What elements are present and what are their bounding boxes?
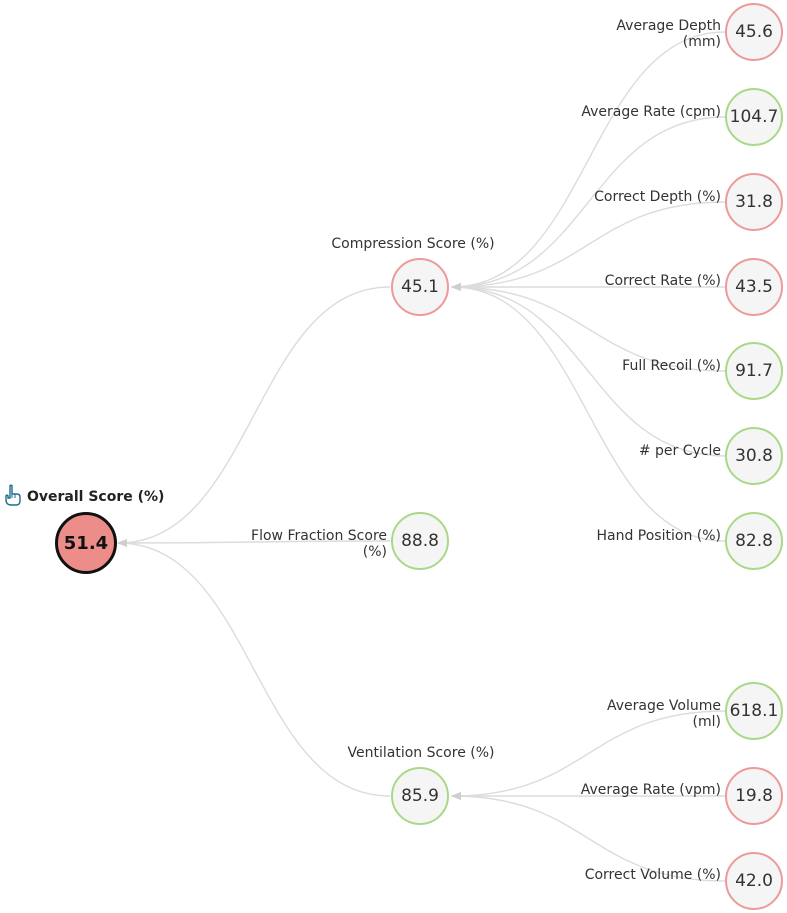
per-cycle-label: # per Cycle <box>638 443 721 459</box>
flow-fraction-node[interactable]: 88.8 <box>391 512 449 570</box>
link-compression-child-1 <box>451 116 726 291</box>
overall-score-node[interactable]: 51.4 <box>55 512 117 574</box>
link-flow-root <box>117 538 391 547</box>
correct-volume-node[interactable]: 42.0 <box>725 852 783 910</box>
average-volume-node[interactable]: 618.1 <box>725 682 783 740</box>
per-cycle-node[interactable]: 30.8 <box>725 427 783 485</box>
correct-depth-label: Correct Depth (%) <box>594 189 721 205</box>
hand-position-label: Hand Position (%) <box>596 528 721 544</box>
link-compression-child-4 <box>451 283 726 372</box>
correct-depth-node[interactable]: 31.8 <box>725 173 783 231</box>
compression-score-node[interactable]: 45.1 <box>391 258 449 316</box>
average-depth-label: Average Depth (mm) <box>616 18 721 50</box>
ventilation-score-node[interactable]: 85.9 <box>391 767 449 825</box>
average-rate-vpm-node[interactable]: 19.8 <box>725 767 783 825</box>
average-rate-cpm-label: Average Rate (cpm) <box>581 104 721 120</box>
tree-links <box>117 31 726 882</box>
link-compression-root <box>117 286 391 547</box>
link-compression-child-6 <box>451 283 726 542</box>
link-compression-child-2 <box>451 201 726 291</box>
average-rate-cpm-node[interactable]: 104.7 <box>725 88 783 146</box>
link-ventilation-child-0 <box>451 710 726 800</box>
full-recoil-label: Full Recoil (%) <box>622 358 721 374</box>
average-volume-label: Average Volume (ml) <box>606 698 721 730</box>
overall-score-label: Overall Score (%) <box>27 489 165 505</box>
link-ventilation-child-2 <box>451 792 726 882</box>
correct-rate-label: Correct Rate (%) <box>604 273 721 289</box>
average-rate-vpm-label: Average Rate (vpm) <box>580 782 721 798</box>
link-compression-child-0 <box>451 31 726 291</box>
average-depth-node[interactable]: 45.6 <box>725 3 783 61</box>
correct-rate-node[interactable]: 43.5 <box>725 258 783 316</box>
ventilation-score-label: Ventilation Score (%) <box>347 745 495 761</box>
pointing-hand-icon <box>5 484 21 506</box>
full-recoil-node[interactable]: 91.7 <box>725 342 783 400</box>
correct-volume-label: Correct Volume (%) <box>584 867 721 883</box>
link-ventilation-root <box>117 539 391 797</box>
flow-fraction-label: Flow Fraction Score (%) <box>251 528 387 560</box>
hand-position-node[interactable]: 82.8 <box>725 512 783 570</box>
link-compression-child-5 <box>451 283 726 457</box>
compression-score-label: Compression Score (%) <box>331 236 495 252</box>
